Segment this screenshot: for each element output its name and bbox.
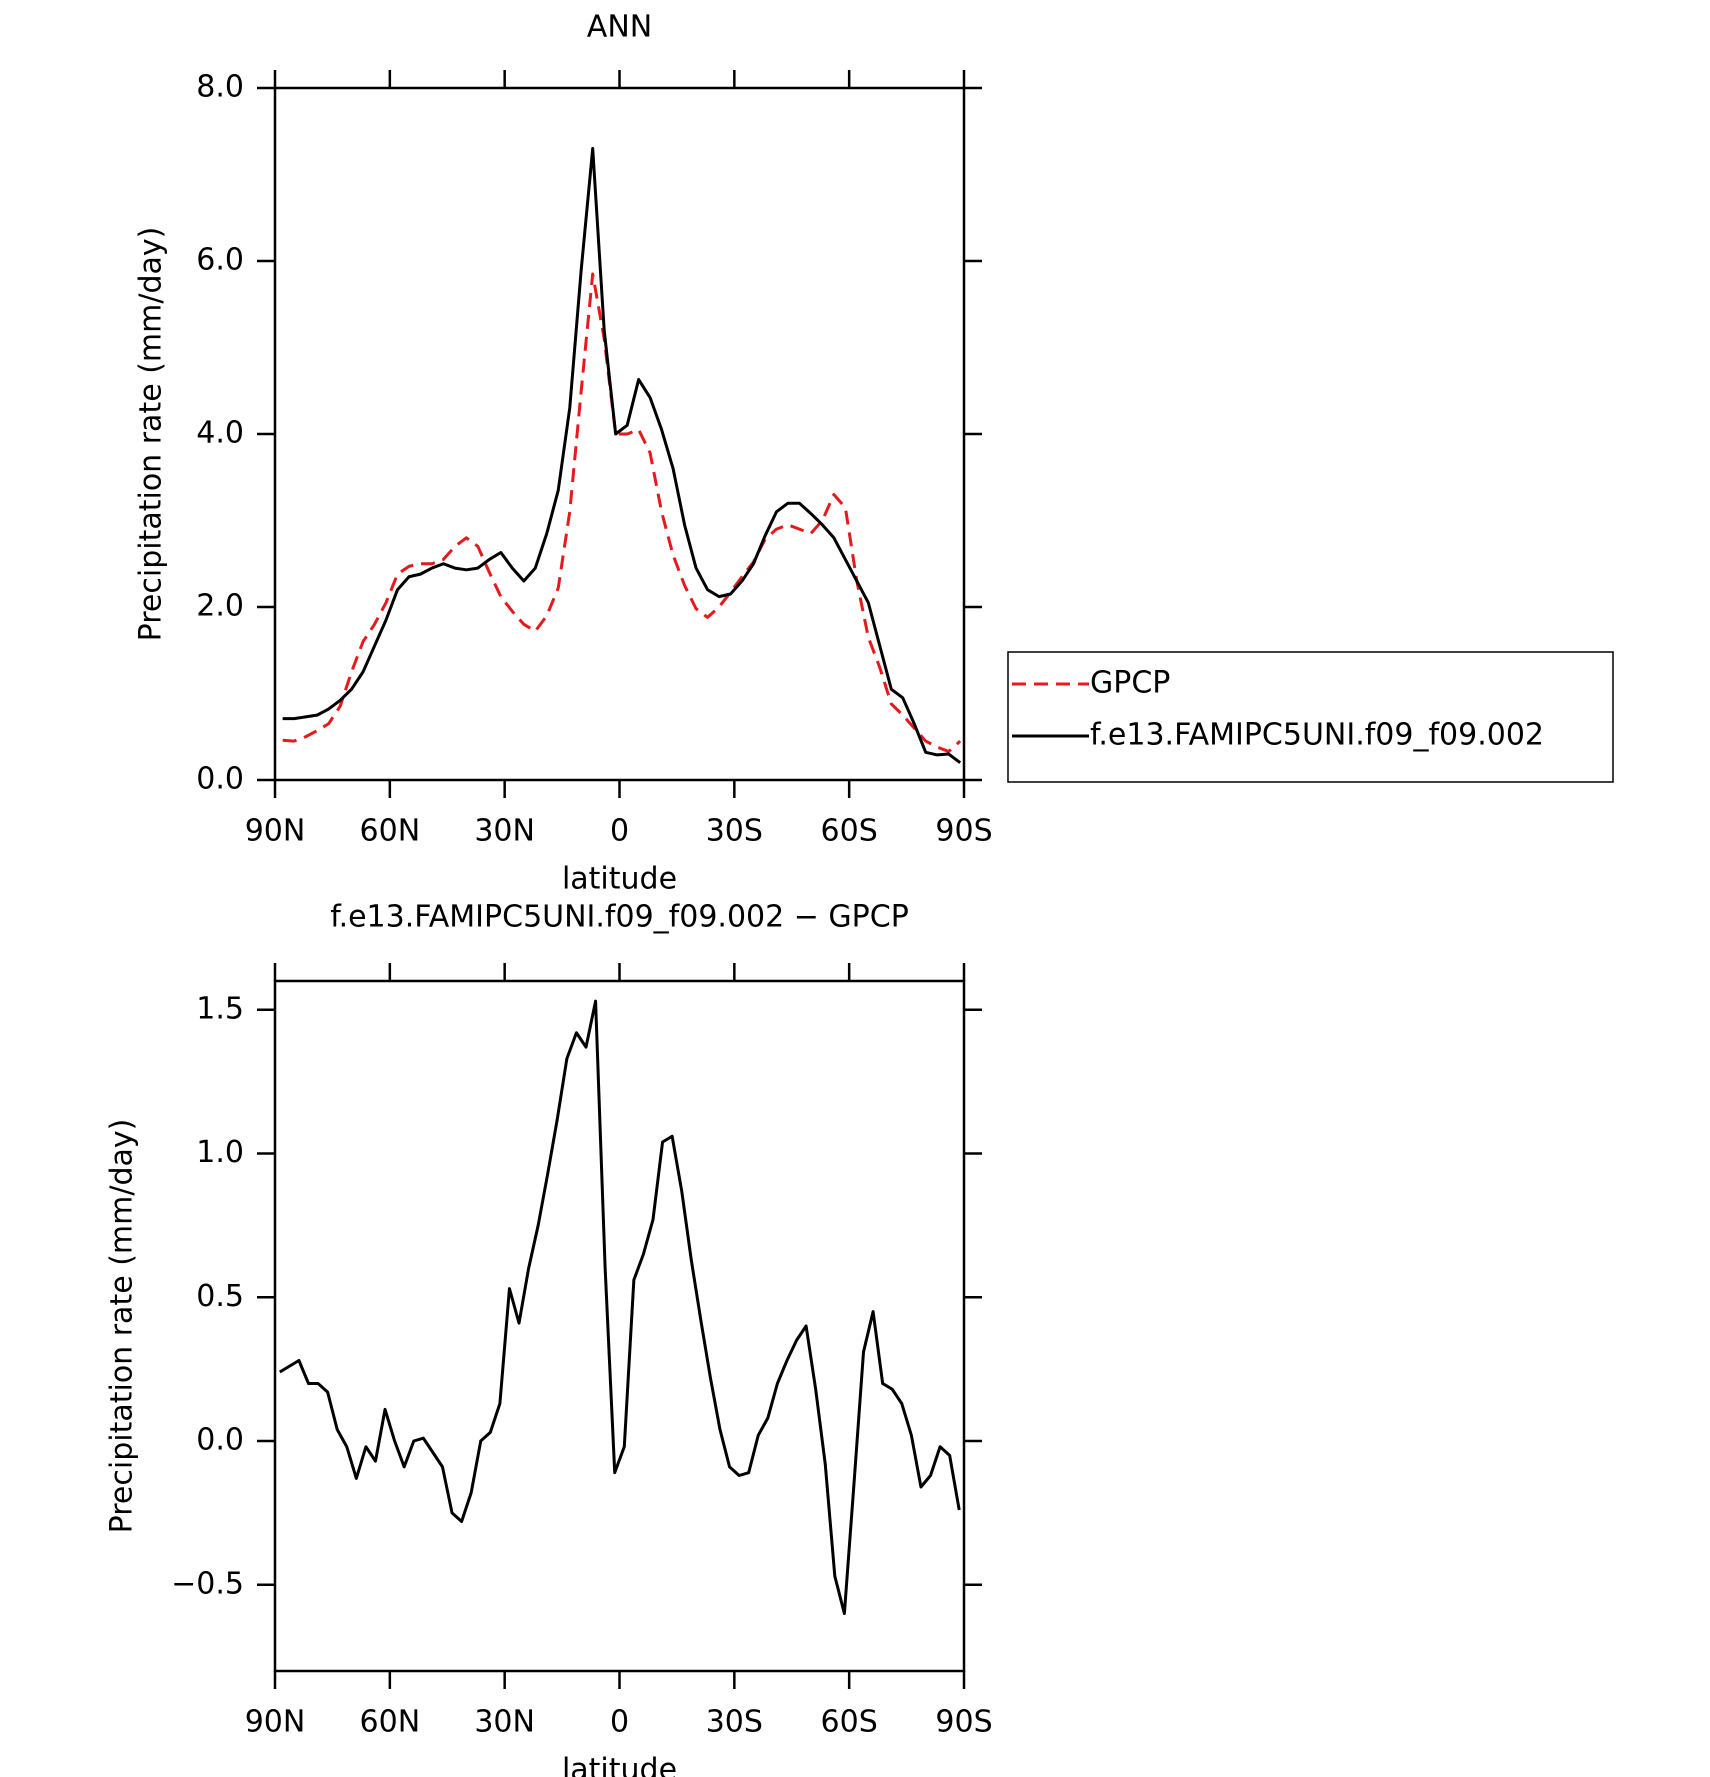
y-tick-label: 6.0 bbox=[196, 243, 244, 278]
x-tick-label: 0 bbox=[610, 1705, 629, 1740]
y-axis-label: Precipitation rate (mm/day) bbox=[134, 227, 169, 642]
legend-box bbox=[1007, 651, 1614, 783]
x-axis-label: latitude bbox=[562, 1753, 677, 1777]
legend-label: f.e13.FAMIPC5UNI.f09_f09.002 bbox=[1090, 718, 1544, 753]
y-axis-label: Precipitation rate (mm/day) bbox=[105, 1119, 140, 1534]
x-tick-label: 60N bbox=[360, 1705, 421, 1740]
y-tick-label: −0.5 bbox=[171, 1566, 244, 1601]
data-line bbox=[279, 999, 961, 1615]
x-tick-label: 30S bbox=[706, 1705, 763, 1740]
chart-title: f.e13.FAMIPC5UNI.f09_f09.002 − GPCP bbox=[330, 900, 909, 935]
x-tick-label: 90N bbox=[245, 1705, 306, 1740]
x-tick-label: 90S bbox=[935, 1705, 992, 1740]
plot-frame bbox=[273, 979, 966, 1673]
x-tick-label: 30N bbox=[474, 814, 535, 849]
legend-label: GPCP bbox=[1090, 666, 1170, 701]
x-tick-label: 30S bbox=[706, 814, 763, 849]
x-tick-label: 90S bbox=[935, 814, 992, 849]
y-tick-label: 0.0 bbox=[196, 1423, 244, 1458]
x-tick-label: 30N bbox=[474, 1705, 535, 1740]
legend: GPCP f.e13.FAMIPC5UNI.f09_f09.002 bbox=[1007, 651, 1614, 783]
x-axis-label: latitude bbox=[562, 862, 677, 897]
data-line bbox=[282, 147, 962, 764]
y-tick-label: 1.0 bbox=[196, 1135, 244, 1170]
y-tick-label: 0.0 bbox=[196, 762, 244, 797]
y-tick-label: 2.0 bbox=[196, 589, 244, 624]
y-tick-label: 0.5 bbox=[196, 1279, 244, 1314]
x-tick-label: 0 bbox=[610, 814, 629, 849]
y-tick-label: 1.5 bbox=[196, 991, 244, 1026]
chart-title: ANN bbox=[587, 10, 652, 45]
data-line bbox=[282, 272, 962, 753]
x-tick-label: 90N bbox=[245, 814, 306, 849]
y-tick-label: 8.0 bbox=[196, 70, 244, 105]
x-tick-label: 60N bbox=[360, 814, 421, 849]
x-tick-label: 60S bbox=[821, 814, 878, 849]
x-tick-label: 60S bbox=[821, 1705, 878, 1740]
y-tick-label: 4.0 bbox=[196, 416, 244, 451]
